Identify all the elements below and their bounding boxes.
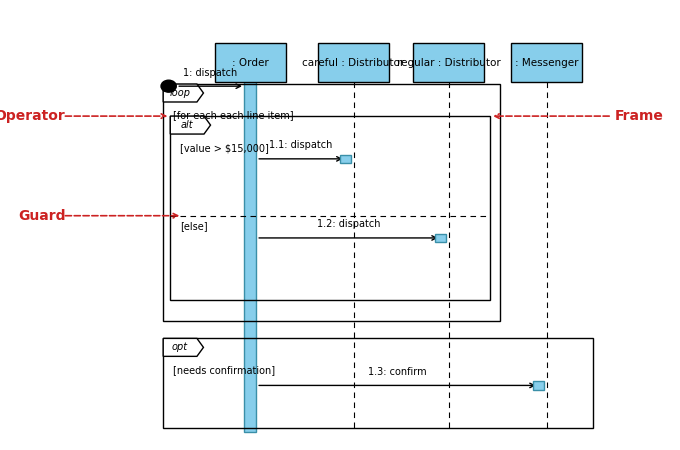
Bar xyxy=(435,234,446,242)
Bar xyxy=(533,381,544,390)
Bar xyxy=(170,116,490,300)
Text: opt: opt xyxy=(172,342,188,352)
Bar xyxy=(244,76,256,432)
Polygon shape xyxy=(170,116,211,134)
Text: alt: alt xyxy=(181,120,193,130)
Text: 1.2: dispatch: 1.2: dispatch xyxy=(317,220,380,230)
Bar xyxy=(340,155,351,163)
Text: 1.1: dispatch: 1.1: dispatch xyxy=(269,140,333,150)
Text: : Order: : Order xyxy=(232,58,269,68)
Bar xyxy=(215,44,286,82)
Text: [for each each line item]: [for each each line item] xyxy=(173,111,294,121)
Text: regular : Distributor: regular : Distributor xyxy=(397,58,500,68)
Bar xyxy=(318,44,389,82)
Text: loop: loop xyxy=(169,88,190,98)
Bar xyxy=(511,44,582,82)
Bar xyxy=(163,84,500,321)
Text: Guard: Guard xyxy=(18,209,65,223)
Polygon shape xyxy=(163,338,203,356)
Text: [needs confirmation]: [needs confirmation] xyxy=(173,365,275,375)
Text: 1: dispatch: 1: dispatch xyxy=(184,68,237,77)
Text: [value > $15,000]: [value > $15,000] xyxy=(180,143,269,153)
Text: [else]: [else] xyxy=(180,221,207,231)
Text: : Messenger: : Messenger xyxy=(515,58,579,68)
Text: careful : Distributor: careful : Distributor xyxy=(303,58,405,68)
Text: 1.3: confirm: 1.3: confirm xyxy=(368,367,427,377)
Circle shape xyxy=(161,80,176,92)
Bar xyxy=(413,44,484,82)
Text: Operator: Operator xyxy=(0,109,65,123)
Text: Frame: Frame xyxy=(615,109,664,123)
Bar xyxy=(163,338,593,428)
Polygon shape xyxy=(163,84,203,102)
